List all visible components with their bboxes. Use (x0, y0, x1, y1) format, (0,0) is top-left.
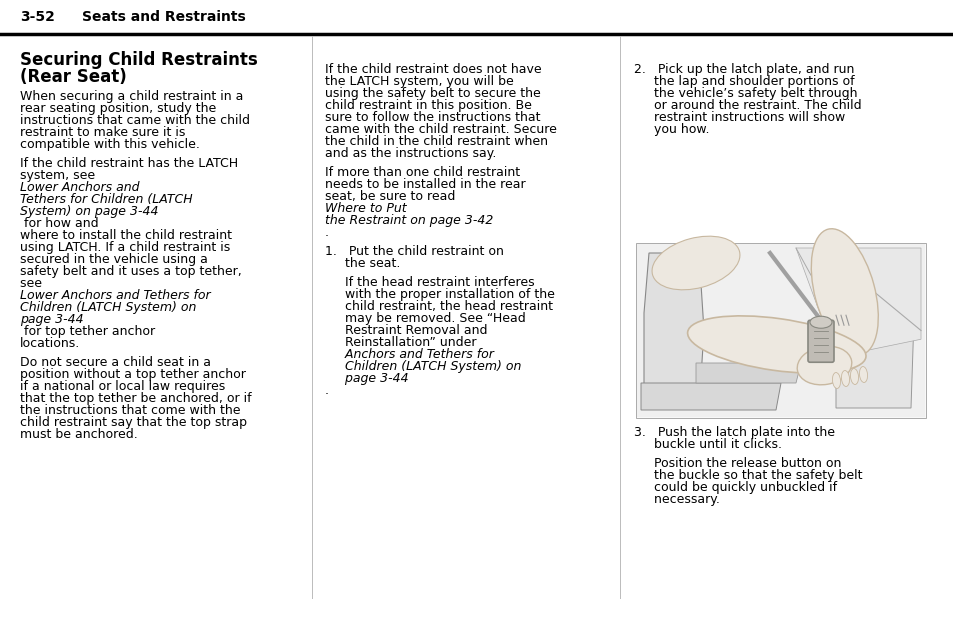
Ellipse shape (832, 373, 840, 389)
Text: for how and: for how and (20, 217, 98, 230)
Text: child restraint in this position. Be: child restraint in this position. Be (325, 99, 532, 112)
Text: see: see (20, 277, 46, 290)
Text: the child in the child restraint when: the child in the child restraint when (325, 135, 547, 148)
Text: the LATCH system, you will be: the LATCH system, you will be (325, 75, 514, 88)
Text: you how.: you how. (634, 123, 709, 136)
Text: may be removed. See “Head: may be removed. See “Head (325, 312, 525, 325)
Text: with the proper installation of the: with the proper installation of the (325, 288, 555, 301)
Text: position without a top tether anchor: position without a top tether anchor (20, 368, 246, 381)
Text: 3.   Push the latch plate into the: 3. Push the latch plate into the (634, 426, 834, 439)
Text: compatible with this vehicle.: compatible with this vehicle. (20, 138, 200, 151)
Text: that the top tether be anchored, or if: that the top tether be anchored, or if (20, 392, 252, 405)
Text: Restraint Removal and: Restraint Removal and (325, 324, 487, 337)
Text: Position the release button on: Position the release button on (634, 457, 841, 470)
Text: Children (LATCH System) on: Children (LATCH System) on (20, 301, 196, 314)
Polygon shape (835, 258, 915, 408)
Text: Seats and Restraints: Seats and Restraints (82, 10, 246, 24)
Ellipse shape (687, 316, 865, 373)
Polygon shape (696, 363, 801, 383)
Text: rear seating position, study the: rear seating position, study the (20, 102, 216, 115)
Text: for top tether anchor: for top tether anchor (20, 325, 155, 338)
Text: child restraint, the head restraint: child restraint, the head restraint (325, 300, 553, 313)
Text: If the child restraint does not have: If the child restraint does not have (325, 63, 541, 76)
Text: needs to be installed in the rear: needs to be installed in the rear (325, 178, 525, 191)
Text: Lower Anchors and: Lower Anchors and (20, 181, 139, 194)
Text: child restraint say that the top strap: child restraint say that the top strap (20, 416, 247, 429)
Text: secured in the vehicle using a: secured in the vehicle using a (20, 253, 208, 266)
Text: Reinstallation” under: Reinstallation” under (325, 336, 480, 349)
Text: if a national or local law requires: if a national or local law requires (20, 380, 225, 393)
Text: Children (LATCH System) on: Children (LATCH System) on (325, 360, 521, 373)
Text: system, see: system, see (20, 169, 99, 182)
Text: where to install the child restraint: where to install the child restraint (20, 229, 232, 242)
Text: using LATCH. If a child restraint is: using LATCH. If a child restraint is (20, 241, 230, 254)
Text: When securing a child restraint in a: When securing a child restraint in a (20, 90, 243, 103)
Text: Securing Child Restraints: Securing Child Restraints (20, 51, 257, 69)
Text: .: . (325, 226, 329, 239)
Text: the buckle so that the safety belt: the buckle so that the safety belt (634, 469, 862, 482)
Text: .: . (325, 384, 329, 397)
Text: If the child restraint has the LATCH: If the child restraint has the LATCH (20, 157, 238, 170)
Text: 1.   Put the child restraint on: 1. Put the child restraint on (325, 245, 503, 258)
Text: 2.   Pick up the latch plate, and run: 2. Pick up the latch plate, and run (634, 63, 854, 76)
Text: the vehicle’s safety belt through: the vehicle’s safety belt through (634, 87, 857, 100)
Text: page 3-44: page 3-44 (325, 372, 408, 385)
Ellipse shape (651, 236, 740, 290)
Ellipse shape (797, 346, 851, 385)
Text: the Restraint on page 3-42: the Restraint on page 3-42 (325, 214, 493, 227)
Ellipse shape (809, 316, 831, 328)
Text: 3-52: 3-52 (20, 10, 55, 24)
Text: or around the restraint. The child: or around the restraint. The child (634, 99, 861, 112)
Text: seat, be sure to read: seat, be sure to read (325, 190, 459, 203)
Polygon shape (640, 383, 781, 410)
Text: safety belt and it uses a top tether,: safety belt and it uses a top tether, (20, 265, 241, 278)
Text: restraint instructions will show: restraint instructions will show (634, 111, 844, 124)
FancyBboxPatch shape (807, 320, 833, 362)
Text: Where to Put: Where to Put (325, 202, 406, 215)
Text: locations.: locations. (20, 337, 80, 350)
Text: the instructions that come with the: the instructions that come with the (20, 404, 240, 417)
Polygon shape (643, 253, 703, 408)
Text: using the safety belt to secure the: using the safety belt to secure the (325, 87, 540, 100)
Text: If more than one child restraint: If more than one child restraint (325, 166, 519, 179)
Text: and as the instructions say.: and as the instructions say. (325, 147, 496, 160)
Ellipse shape (849, 369, 858, 385)
Bar (637, 244, 924, 417)
Ellipse shape (841, 371, 849, 387)
Text: Lower Anchors and Tethers for: Lower Anchors and Tethers for (20, 289, 211, 302)
Text: the seat.: the seat. (325, 257, 400, 270)
Bar (636, 243, 925, 418)
Ellipse shape (810, 229, 878, 355)
Ellipse shape (859, 366, 866, 382)
Text: restraint to make sure it is: restraint to make sure it is (20, 126, 185, 139)
Text: Do not secure a child seat in a: Do not secure a child seat in a (20, 356, 211, 369)
Text: If the head restraint interferes: If the head restraint interferes (325, 276, 534, 289)
Text: System) on page 3-44: System) on page 3-44 (20, 205, 158, 218)
Text: Tethers for Children (LATCH: Tethers for Children (LATCH (20, 193, 193, 206)
Text: sure to follow the instructions that: sure to follow the instructions that (325, 111, 540, 124)
Text: must be anchored.: must be anchored. (20, 428, 137, 441)
Polygon shape (795, 248, 920, 357)
Text: (Rear Seat): (Rear Seat) (20, 68, 127, 86)
Text: page 3-44: page 3-44 (20, 313, 84, 326)
Text: could be quickly unbuckled if: could be quickly unbuckled if (634, 481, 836, 494)
Text: necessary.: necessary. (634, 493, 720, 506)
Text: the lap and shoulder portions of: the lap and shoulder portions of (634, 75, 854, 88)
Text: buckle until it clicks.: buckle until it clicks. (634, 438, 781, 451)
Text: instructions that came with the child: instructions that came with the child (20, 114, 250, 127)
Text: came with the child restraint. Secure: came with the child restraint. Secure (325, 123, 557, 136)
Text: Anchors and Tethers for: Anchors and Tethers for (325, 348, 494, 361)
